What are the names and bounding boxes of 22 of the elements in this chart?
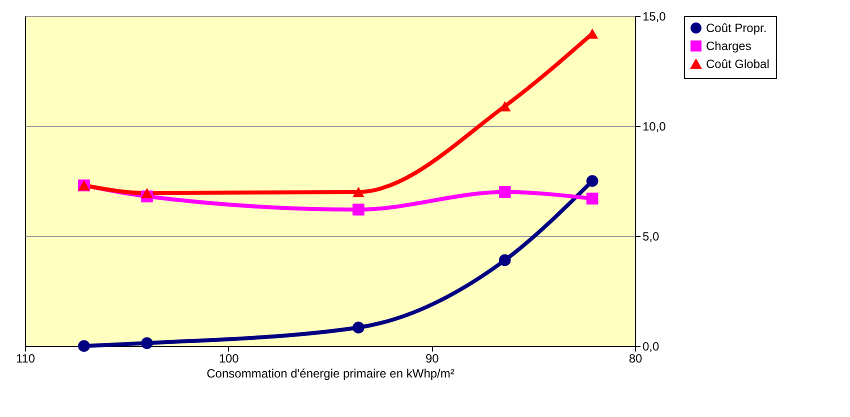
point [586,192,598,205]
x-axis-title: Consommation d'énergie primaire en kWhp/m² [206,366,454,380]
y-tick-label: 5,0 [642,230,660,244]
point [141,337,153,350]
point [352,186,364,198]
x-tick-label: 90 [425,352,440,366]
point [352,204,364,216]
point [141,188,153,198]
point [352,322,364,334]
x-tick-label: 110 [16,352,36,366]
legend-label: Coût Global [706,57,770,71]
point [586,175,598,187]
x-tick-label: 80 [628,352,642,366]
y-tick-label: 0,0 [642,340,660,354]
legend-label: Charges [706,39,752,53]
legend-label: Coût Propr. [706,21,767,35]
y-tick-label: 15,0 [642,10,666,24]
point [498,186,511,198]
x-tick-label: 100 [218,352,240,366]
point [78,340,90,352]
y-tick-label: 10,0 [642,120,666,134]
point [498,254,511,266]
